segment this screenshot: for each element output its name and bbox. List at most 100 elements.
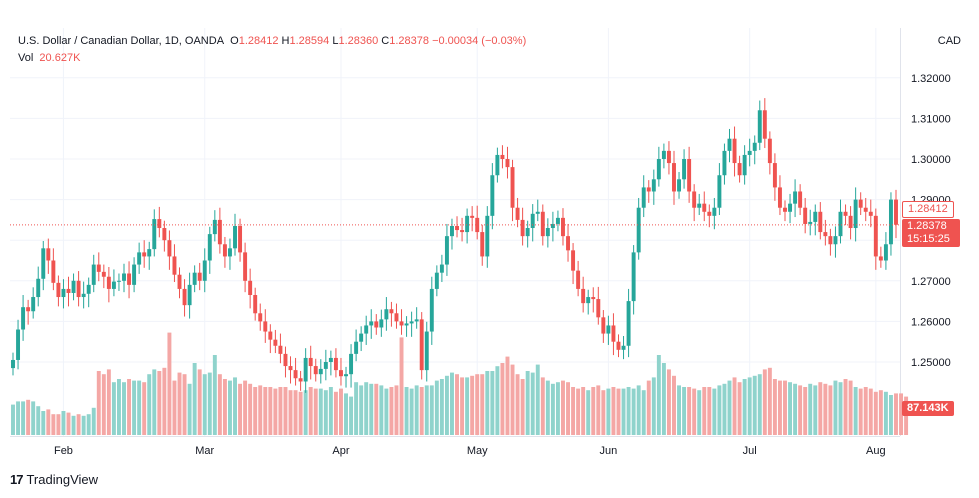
candle-body: [540, 211, 545, 237]
volume-bar: [752, 375, 757, 435]
volume-bar: [550, 383, 555, 435]
volume-bar: [303, 390, 308, 435]
volume-bar: [61, 411, 66, 435]
volume-bar: [278, 387, 283, 435]
volume-bar: [495, 366, 500, 435]
volume-bar: [273, 388, 278, 435]
x-tick-label: Feb: [54, 445, 73, 457]
candle-body: [561, 217, 565, 237]
volume-bar: [823, 383, 828, 435]
candle-body: [374, 321, 379, 328]
candle-body: [727, 138, 732, 151]
volume-bar: [339, 388, 343, 435]
candle-body: [566, 236, 570, 251]
candle-body: [535, 211, 540, 214]
candle-body: [505, 159, 510, 168]
candle-body: [86, 284, 91, 294]
volume-bar: [777, 380, 782, 435]
volume-bar: [439, 379, 444, 435]
candle-body: [777, 187, 782, 208]
candle-body: [243, 252, 248, 281]
volume-bar: [227, 380, 232, 435]
x-tick-label: Jun: [600, 445, 618, 457]
volume-bar: [157, 371, 162, 435]
candle-body: [369, 321, 374, 326]
candle-body: [833, 236, 838, 245]
candle-body: [91, 264, 96, 285]
candle-body: [399, 321, 404, 326]
candle-body: [757, 110, 762, 143]
candle-body: [96, 264, 101, 272]
candle-body: [828, 236, 833, 245]
volume-bar: [571, 387, 576, 435]
candle-body: [318, 368, 323, 375]
candle-body: [848, 215, 853, 229]
close-label: C: [381, 35, 390, 47]
tradingview-logo-icon: 17: [10, 472, 24, 487]
volume-bar: [682, 387, 687, 435]
volume-bar: [455, 374, 459, 435]
candle-body: [162, 228, 167, 241]
volume-bar: [212, 355, 217, 435]
volume-bar: [465, 377, 470, 435]
volume-bar: [535, 364, 540, 435]
candle-body: [66, 288, 71, 293]
candle-body: [233, 225, 237, 249]
volume-bar: [727, 380, 732, 435]
open-price-tag: 1.28412: [902, 201, 954, 218]
candle-body: [404, 323, 409, 326]
volume-bar: [858, 388, 863, 435]
high-label: H: [281, 35, 290, 47]
candle-body: [323, 362, 328, 369]
candle-body: [475, 217, 480, 233]
volume-bar: [217, 374, 222, 435]
candle-body: [666, 150, 671, 164]
candle-body: [530, 213, 535, 229]
volume-bar: [788, 382, 793, 435]
candle-body: [460, 230, 465, 233]
candle-body: [586, 297, 591, 304]
candle-body: [747, 150, 752, 155]
candle-body: [722, 150, 727, 176]
volume-bar: [101, 374, 106, 435]
candle-body: [36, 278, 41, 298]
candle-body: [389, 309, 394, 314]
candle-body: [455, 225, 459, 231]
volume-bar: [616, 388, 621, 435]
volume-bar: [873, 391, 878, 435]
candle-body: [293, 370, 298, 379]
candle-body: [783, 207, 787, 212]
candle-body: [273, 339, 278, 346]
candle-body: [263, 321, 268, 332]
volume-bar: [883, 391, 888, 435]
volume-bar: [369, 383, 374, 435]
volume-bar: [717, 385, 722, 435]
candle-body: [192, 272, 197, 285]
candle-body: [344, 374, 348, 377]
candle-body: [177, 274, 182, 289]
candle-body: [550, 223, 555, 229]
candle-body: [308, 357, 313, 367]
volume-bar: [520, 379, 525, 435]
last-price-value: 1.28378: [907, 220, 947, 232]
candle-body: [187, 284, 192, 306]
volume-bar: [540, 377, 545, 435]
candle-body: [873, 215, 878, 257]
change-value: −0.00034 (−0.03%): [432, 35, 527, 47]
candle-body: [122, 273, 126, 281]
volume-bar: [843, 379, 848, 435]
candle-body: [202, 260, 207, 281]
volume-bar: [480, 374, 485, 435]
tradingview-brand[interactable]: 17 TradingView: [10, 472, 98, 487]
candle-body: [672, 163, 676, 192]
candle-body: [752, 142, 757, 151]
volume-bar: [16, 401, 21, 435]
candle-body: [651, 179, 656, 192]
candle-body: [217, 219, 222, 245]
volume-bar: [349, 396, 354, 435]
low-value: 1.28360: [338, 35, 379, 47]
volume-bar: [692, 388, 697, 435]
volume-bar: [586, 390, 591, 435]
volume-bar: [167, 332, 172, 435]
